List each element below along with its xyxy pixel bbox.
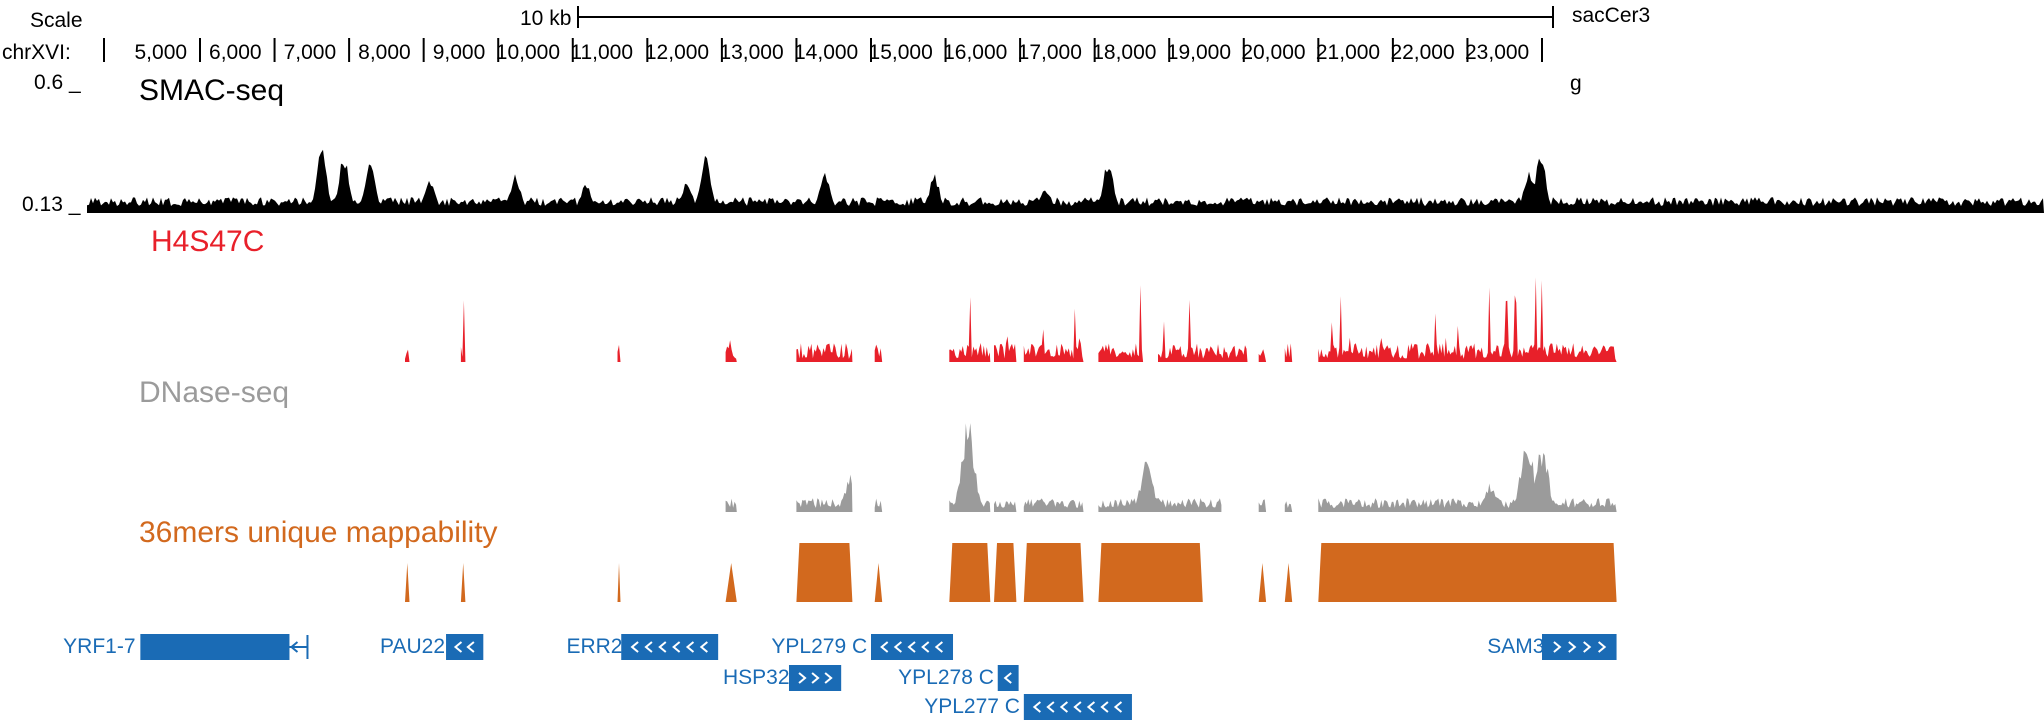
gene-label: YPL278 C — [898, 666, 994, 689]
axis-tick-label: 8,000 — [358, 41, 411, 64]
strand-chevron — [672, 641, 681, 653]
strand-chevron — [824, 672, 833, 684]
strand-chevron — [1568, 641, 1577, 653]
strand-chevron — [1100, 701, 1109, 713]
strand-chevron — [1059, 701, 1069, 713]
strand-chevron — [658, 641, 667, 653]
gene-hsp32 — [788, 665, 842, 691]
axis-tick-label: 6,000 — [209, 41, 262, 64]
axis-tick-label: 16,000 — [943, 41, 1008, 64]
axis-tick-label: 14,000 — [794, 41, 859, 64]
scale-bar-label: 10 kb — [520, 7, 572, 30]
strand-chevron — [1597, 641, 1607, 653]
axis-tick-label: 20,000 — [1241, 41, 1306, 64]
axis-tick-label: 10,000 — [495, 41, 560, 64]
strand-chevron — [453, 641, 463, 653]
gene-label: SAM3 — [1487, 635, 1545, 658]
gene-label: YPL277 C — [924, 695, 1020, 718]
strand-chevron — [893, 641, 902, 653]
strand-chevron — [1046, 701, 1055, 713]
strand-chevron — [699, 641, 708, 653]
axis-tick-label: 19,000 — [1166, 41, 1231, 64]
gene-label: PAU22 — [380, 635, 446, 658]
h4s47c-series — [405, 277, 1617, 362]
axis-tick-label: 18,000 — [1092, 41, 1157, 64]
strand-chevron — [907, 641, 916, 653]
axis-tick-label: 9,000 — [432, 41, 486, 64]
gene-label: YPL279 C — [771, 635, 868, 658]
strand-chevron — [644, 641, 653, 653]
axis-tick-label: 21,000 — [1315, 41, 1381, 64]
axis-tick-label: 5,000 — [134, 41, 188, 64]
smac-seq-series — [87, 149, 2044, 213]
assembly-label: sacCer3 — [1572, 4, 1651, 27]
strand-chevron — [1113, 701, 1123, 713]
gene-label: ERR2 — [566, 635, 623, 658]
gene-err2 — [621, 634, 719, 660]
axis-tick-label: 15,000 — [868, 41, 933, 64]
smac-ymin-label: 0.13 _ — [22, 193, 81, 216]
stray-char-label: g — [1570, 72, 1582, 95]
strand-chevron — [1553, 641, 1562, 653]
gene-pau22 — [446, 634, 484, 660]
mappability-series — [405, 543, 1617, 602]
strand-chevron — [1073, 701, 1082, 713]
axis-tick-label: 22,000 — [1390, 41, 1455, 64]
axis-tick-label: 13,000 — [719, 41, 784, 64]
strand-chevron — [630, 641, 639, 653]
smac-ymax-label: 0.6 _ — [34, 71, 81, 94]
gene-ypl279-c — [871, 634, 954, 660]
strand-chevron — [1003, 672, 1012, 684]
axis-tick-label: 17,000 — [1017, 41, 1082, 64]
chrom-label: chrXVI: — [2, 41, 71, 64]
gene-label: HSP32 — [722, 666, 790, 689]
gene-arrow-head — [289, 641, 299, 653]
mappability-track-title: 36mers unique mappability — [139, 516, 498, 549]
strand-chevron — [685, 641, 695, 653]
strand-chevron — [880, 641, 889, 653]
axis-tick-label: 7,000 — [283, 41, 337, 64]
smac-track-title: SMAC-seq — [139, 74, 285, 107]
strand-chevron — [1583, 641, 1592, 653]
strand-chevron — [921, 641, 930, 653]
gene-label: YRF1-7 — [63, 635, 136, 658]
dnase-seq-series — [725, 423, 1617, 512]
dnase-track-title: DNase-seq — [139, 376, 290, 409]
gene-yrf1-7 — [140, 634, 290, 660]
h4s47c-track-title: H4S47C — [151, 225, 265, 258]
gene-ypl278-c — [997, 665, 1019, 691]
strand-chevron — [466, 641, 475, 653]
strand-chevron — [934, 641, 943, 653]
scale-label: Scale — [30, 9, 83, 32]
strand-chevron — [1086, 701, 1096, 713]
strand-chevron — [1032, 701, 1041, 713]
axis-tick-label: 11,000 — [570, 41, 633, 64]
strand-chevron — [798, 672, 807, 684]
axis-tick-label: 12,000 — [644, 41, 710, 64]
axis-tick-label: 23,000 — [1465, 41, 1530, 64]
strand-chevron — [811, 672, 820, 684]
